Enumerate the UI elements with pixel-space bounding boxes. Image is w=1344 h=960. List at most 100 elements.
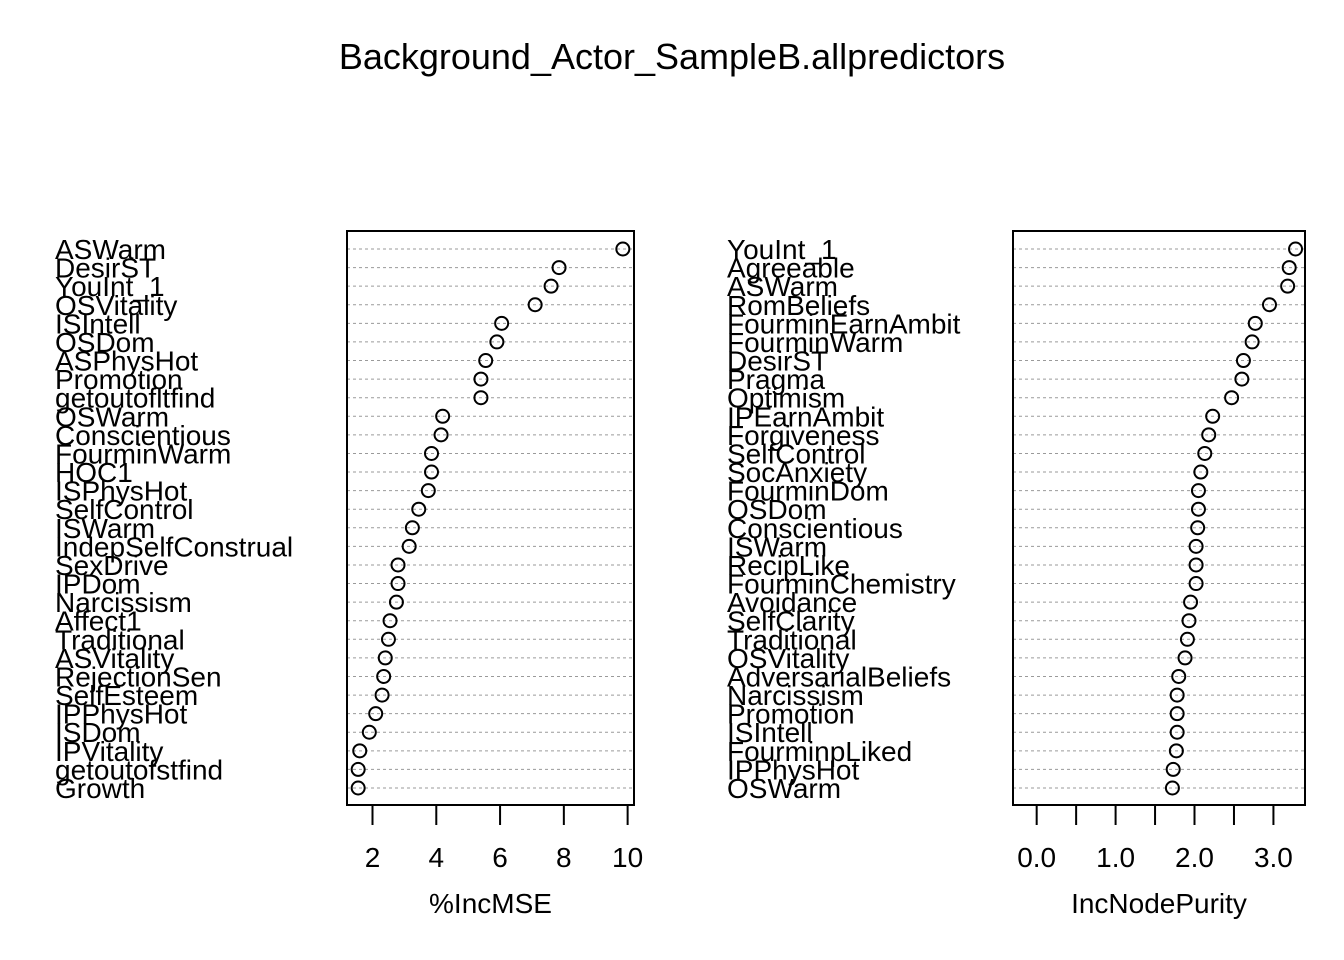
x-tick-label: 3.0 [1254,842,1293,873]
panel-incmse: ASWarmDesirSTYouInt_1OSVitalityISIntellO… [55,230,643,919]
data-point [1280,278,1296,294]
category-label: ISPhysHot [55,476,187,507]
category-label: SocAnxiety [727,457,867,488]
data-point [1193,464,1209,480]
data-point [1205,408,1221,424]
data-point [368,706,384,722]
data-point [1201,427,1217,443]
category-label: RecipLike [727,550,850,581]
data-point [350,780,366,796]
panel-incnodepurity: YouInt_1AgreeableASWarmRomBeliefsFourmin… [727,230,1306,919]
data-point [1181,613,1197,629]
category-label: IPPhysHot [727,754,859,785]
data-point [390,557,406,573]
category-label: ISIntell [727,717,813,748]
category-label: FourminWarm [55,438,231,469]
data-point [1190,520,1206,536]
category-label: SelfControl [55,494,194,525]
category-label: SelfControl [727,438,866,469]
category-label: getoutofltfind [55,383,215,414]
category-label: ISWarm [727,531,827,562]
data-point [376,668,392,684]
plot-frame [346,230,635,806]
category-label: Avoidance [727,587,857,618]
data-point [352,743,368,759]
category-label: Narcissism [727,680,864,711]
data-point [350,761,366,777]
data-point [527,297,543,313]
data-point [1179,631,1195,647]
category-label: ASWarm [55,234,166,265]
category-label: Promotion [55,364,183,395]
category-label: Optimism [727,383,845,414]
category-label: IndepSelfConstrual [55,531,293,562]
plot-frame [1012,230,1306,806]
data-point [1190,483,1206,499]
x-tick-label: 4 [428,842,444,873]
category-label: HOC1 [55,457,133,488]
data-point [1224,390,1240,406]
category-label: ISWarm [55,513,155,544]
data-point [1169,687,1185,703]
data-point [420,483,436,499]
data-point [494,315,510,331]
category-label: OSDom [55,327,155,358]
category-label: FourminDom [727,476,889,507]
category-label: FourminWarm [727,327,903,358]
data-point [1177,650,1193,666]
x-tick-label: 1.0 [1096,842,1135,873]
category-label: OSVitality [55,290,177,321]
x-axis-title: %IncMSE [429,888,552,919]
data-point [390,576,406,592]
data-point [424,464,440,480]
category-label: Traditional [727,624,857,655]
category-label: Pragma [727,364,825,395]
data-point [388,594,404,610]
data-point [1261,297,1277,313]
x-tick-label: 2.0 [1175,842,1214,873]
category-label: Agreeable [727,253,855,284]
category-label: SexDrive [55,550,169,581]
data-point [1169,724,1185,740]
data-point [380,631,396,647]
category-label: YouInt_1 [55,271,165,302]
data-point [404,520,420,536]
category-label: OSWarm [55,401,169,432]
category-label: SelfClarity [727,606,855,637]
category-label: Conscientious [727,513,903,544]
data-point [1288,241,1304,257]
x-tick-label: 6 [492,842,508,873]
category-label: DesirST [727,346,828,377]
data-point [374,687,390,703]
category-label: Forgiveness [727,420,880,451]
data-point [1244,334,1260,350]
data-point [382,613,398,629]
category-label: DesirST [55,253,156,284]
chart-title: Background_Actor_SampleB.allpredictors [339,36,1005,77]
category-label: getoutofstfind [55,754,223,785]
category-label: ASWarm [727,271,838,302]
category-label: AdversarialBeliefs [727,661,951,692]
data-point [1234,371,1250,387]
data-point [435,408,451,424]
category-label: OSDom [727,494,827,525]
data-point [478,353,494,369]
category-label: Affect1 [55,606,142,637]
data-point [1168,743,1184,759]
data-point [1164,780,1180,796]
x-axis-title: IncNodePurity [1071,888,1247,919]
data-point [473,390,489,406]
category-label: FourminEarnAmbit [727,308,961,339]
data-point [1165,761,1181,777]
category-label: ISDom [55,717,141,748]
data-point [543,278,559,294]
x-tick-label: 10 [612,842,643,873]
category-label: IPVitality [55,736,163,767]
data-point [1188,576,1204,592]
category-label: Growth [55,773,145,804]
category-label: Traditional [55,624,185,655]
data-point [1188,557,1204,573]
category-label: ASVitality [55,643,174,674]
category-label: SelfEsteem [55,680,198,711]
